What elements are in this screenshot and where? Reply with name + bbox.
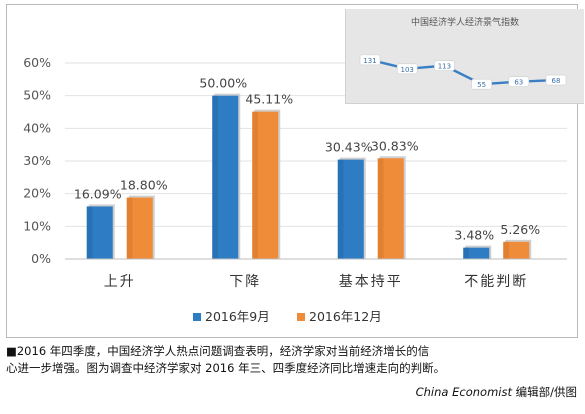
caption-line-2: 心进一步增强。图为调查中经济学家对 2016 年三、四季度经济同比增速走向的判断… (6, 361, 446, 375)
y-tick-label: 60% (23, 55, 51, 70)
bar (252, 111, 279, 260)
inset-point-marker (508, 76, 530, 87)
category-label: 基本持平 (339, 273, 403, 290)
category-label: 不能判断 (464, 274, 528, 290)
bar-edge (337, 159, 344, 259)
bar-edge (377, 158, 384, 259)
data-label: 18.80% (120, 178, 168, 193)
bar-edge (252, 111, 258, 260)
inset-point-label: 63 (514, 79, 523, 87)
bar-edge (212, 95, 218, 260)
y-tick-label: 20% (23, 186, 51, 201)
bar (126, 197, 153, 259)
y-tick-label: 0% (31, 251, 51, 266)
legend-swatch (193, 313, 201, 321)
bar-edge (126, 197, 133, 259)
bars: 16.09%18.80% 50.00%45.11% 30.43%30.83% 3.48… (74, 76, 540, 260)
inset-point-label: 103 (401, 66, 414, 74)
legend-label: 2016年12月 (309, 309, 382, 324)
bar-edge (463, 247, 469, 259)
data-label: 30.43% (325, 140, 373, 155)
category-label: 上升 (104, 274, 136, 290)
bar (503, 241, 530, 259)
credit-publication: China Economist (415, 385, 512, 399)
inset-point-label: 131 (363, 57, 376, 65)
data-label: 5.26% (500, 222, 540, 237)
data-label: 45.11% (245, 92, 293, 107)
y-tick-label: 30% (23, 153, 51, 168)
bar (377, 158, 404, 259)
y-tick-label: 40% (23, 120, 51, 135)
legend-swatch (297, 313, 305, 321)
legend-label: 2016年9月 (205, 309, 270, 324)
inset-point-marker (396, 63, 418, 75)
inset-line-chart: 131 103 113 55 63 68 (359, 54, 567, 90)
gridlines (65, 62, 567, 227)
inset-point-marker (471, 78, 492, 90)
bar (212, 95, 239, 260)
credit: China Economist 编辑部/供图 (416, 384, 577, 400)
legend: 2016年9月 2016年12月 (193, 309, 382, 324)
data-label: 16.09% (74, 186, 122, 201)
category-label: 下降 (229, 274, 261, 290)
inset-point-marker (434, 60, 455, 71)
y-tick-label: 10% (23, 218, 51, 233)
credit-suffix: 编辑部/供图 (511, 385, 577, 399)
inset-point-label: 55 (477, 81, 486, 89)
bar-edge (503, 241, 509, 259)
bar (337, 159, 364, 259)
inset-point-label: 68 (552, 77, 561, 85)
data-label: 3.48% (454, 228, 494, 243)
inset-point-label: 113 (438, 63, 451, 71)
inset-panel: 中国经济学人经济景气指数 131 103 113 55 63 68 (345, 9, 584, 104)
data-label: 30.83% (371, 138, 419, 153)
bar-edge (86, 206, 93, 259)
caption-line-1: ■2016 年四季度，中国经济学人热点问题调查表明，经济学家对当前经济增长的信 (6, 344, 430, 358)
data-label: 50.00% (199, 76, 247, 91)
caption: ■2016 年四季度，中国经济学人热点问题调查表明，经济学家对当前经济增长的信 … (6, 343, 578, 377)
inset-point-marker (545, 74, 567, 86)
figure-frame: 16.09% 18.80% 50.00% 45.11% 30.43% 30.83% 3.48… (6, 4, 584, 338)
bar-chart: 16.09%18.80% 50.00%45.11% 30.43%30.83% 3.48… (23, 55, 567, 324)
bar (463, 247, 490, 259)
bar (86, 206, 113, 259)
inset-title: 中国经济学人经济景气指数 (410, 18, 519, 28)
inset-point-marker (359, 54, 381, 66)
y-tick-label: 50% (23, 88, 51, 103)
axes: 0% 10% 20% 30% 40% 50% 60% 上升 下降 基本持平 不能判断 (23, 55, 567, 290)
